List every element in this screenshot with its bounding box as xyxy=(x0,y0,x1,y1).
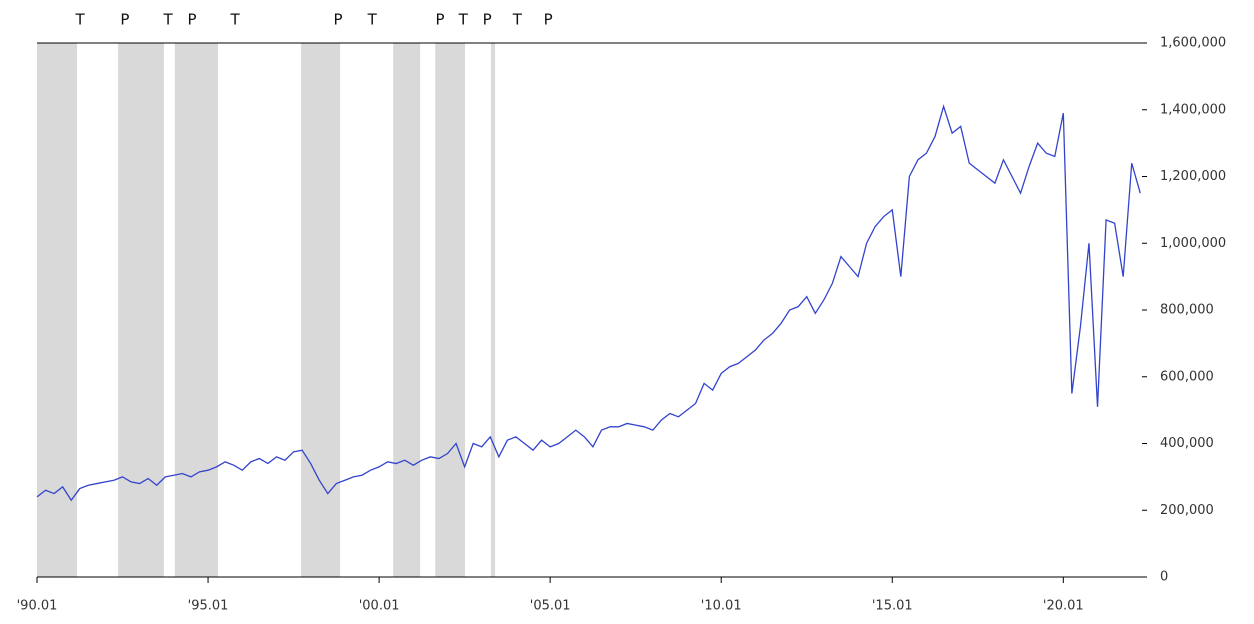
shaded-band xyxy=(301,43,341,577)
shaded-band xyxy=(174,43,218,577)
annotation: T xyxy=(458,11,469,29)
x-tick-label: '95.01 xyxy=(188,599,229,614)
y-tick-label: 1,000,000 xyxy=(1160,236,1226,251)
y-tick-label: 0 xyxy=(1160,570,1168,585)
annotation: T xyxy=(512,11,523,29)
y-tick-label: 600,000 xyxy=(1160,369,1214,384)
annotation: P xyxy=(483,11,492,29)
annotation: P xyxy=(334,11,343,29)
y-tick-label: 800,000 xyxy=(1160,303,1214,318)
x-tick-label: '00.01 xyxy=(359,599,400,614)
annotation: P xyxy=(187,11,196,29)
annotation: P xyxy=(120,11,129,29)
x-tick-label: '10.01 xyxy=(701,599,742,614)
y-tick-label: 200,000 xyxy=(1160,503,1214,518)
y-tick-label: 1,200,000 xyxy=(1160,169,1226,184)
annotation: P xyxy=(435,11,444,29)
x-tick-label: '90.01 xyxy=(17,599,58,614)
annotation: P xyxy=(544,11,553,29)
annotation: T xyxy=(162,11,173,29)
y-tick-label: 1,600,000 xyxy=(1160,36,1226,51)
shaded-band xyxy=(435,43,465,577)
shaded-band xyxy=(393,43,421,577)
x-tick-label: '15.01 xyxy=(872,599,913,614)
x-tick-label: '20.01 xyxy=(1043,599,1084,614)
shaded-band xyxy=(37,43,78,577)
x-tick-label: '05.01 xyxy=(530,599,571,614)
y-tick-label: 1,400,000 xyxy=(1160,102,1226,117)
shaded-band xyxy=(490,43,496,577)
annotation: T xyxy=(367,11,378,29)
annotation: T xyxy=(229,11,240,29)
y-tick-label: 400,000 xyxy=(1160,436,1214,451)
shaded-band xyxy=(118,43,164,577)
annotation: T xyxy=(75,11,86,29)
data-line xyxy=(36,104,1141,502)
